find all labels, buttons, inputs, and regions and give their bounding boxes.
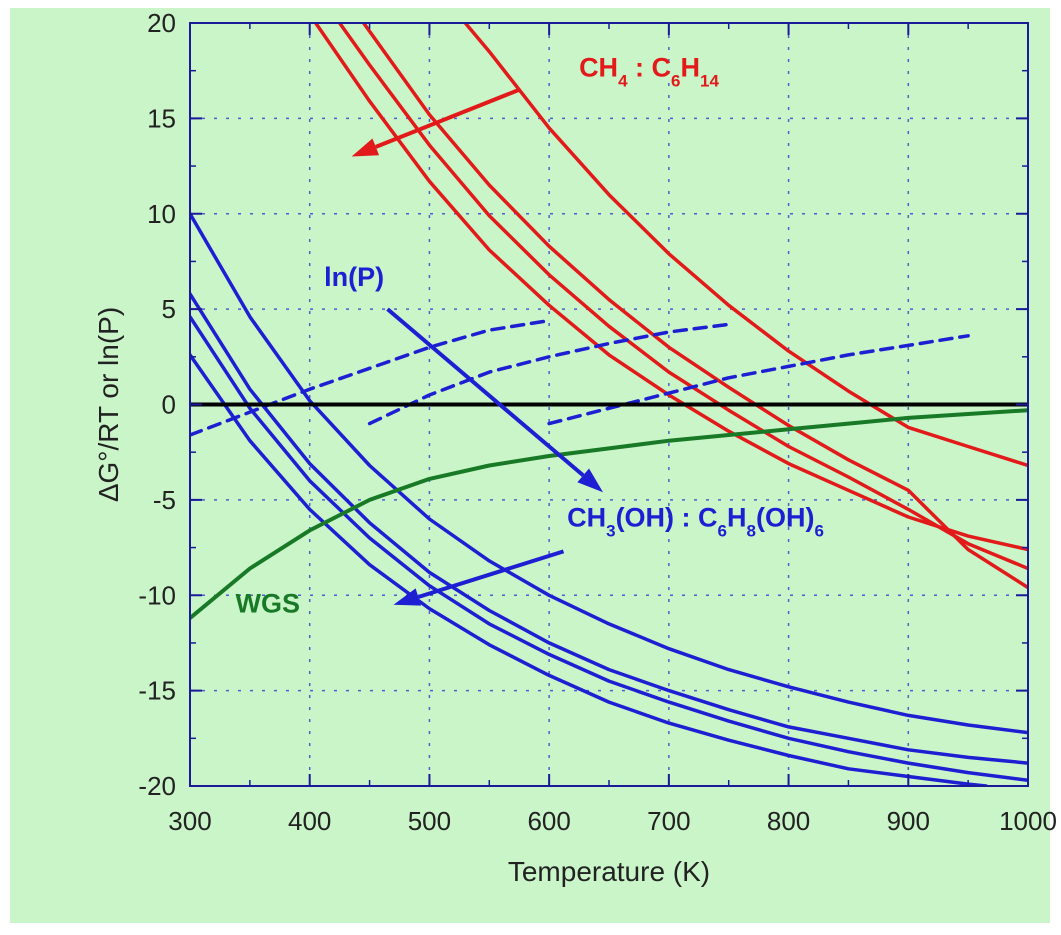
series-line-red-3 [463, 23, 1028, 468]
y-tick-label: 15 [147, 103, 176, 133]
x-tick-label: 300 [168, 806, 211, 836]
x-axis-title: Temperature (K) [508, 856, 710, 887]
annotation-subscript: 6 [671, 71, 680, 90]
annotation-text: H [681, 52, 701, 82]
annotation-text: (OH) : C [616, 503, 718, 533]
annotation-arrow-head [393, 588, 422, 606]
y-axis-title: ΔG°/RT or ln(P) [93, 307, 124, 502]
series-line-blue-4 [190, 212, 1028, 735]
x-tick-label: 1000 [999, 806, 1057, 836]
series-line-green-11 [190, 408, 1028, 621]
annotation-subscript: 3 [606, 522, 615, 541]
x-tick-label: 800 [767, 806, 810, 836]
annotation-arrow-line [375, 87, 520, 149]
x-tick-label: 500 [408, 806, 451, 836]
series-line-red-2 [361, 23, 1028, 590]
y-tick-label: 0 [162, 390, 176, 420]
y-tick-label: 5 [162, 294, 176, 324]
annotation-subscript: 4 [618, 71, 628, 90]
data-series [190, 23, 1028, 786]
series-line-blue-7 [190, 353, 988, 786]
y-tick-label: 10 [147, 199, 176, 229]
annotation-arrow-line [417, 549, 565, 599]
annotation-arrows [351, 87, 604, 606]
y-tick-label: -20 [138, 771, 176, 801]
axis-ticks: 300 400 500 600 700 800 900 1000 20 15 10 5 0 -5 -10 -1… [138, 8, 1057, 836]
annotation-text: H [727, 503, 747, 533]
x-tick-label: 900 [887, 806, 930, 836]
annotation-text: CH [579, 52, 618, 82]
annotation-arrow-head [577, 468, 604, 493]
curve-annotation: CH3(OH) : C6H8(OH)6 [567, 503, 824, 541]
y-tick-label: -10 [138, 580, 176, 610]
annotation-subscript: 6 [814, 522, 823, 541]
curve-annotation: WGS [235, 588, 300, 618]
annotation-arrow-head [351, 138, 380, 157]
annotation-text: (OH) [756, 503, 814, 533]
annotation-text: WGS [235, 588, 300, 618]
annotation-subscript: 8 [747, 522, 756, 541]
series-line-blue-dashed-8 [190, 318, 551, 437]
series-line-red-1 [337, 23, 1028, 571]
curve-annotation: CH4 : C6H14 [579, 52, 719, 90]
annotation-subscript: 14 [700, 71, 719, 90]
annotation-arrow-line [386, 307, 585, 477]
series-line-blue-6 [190, 315, 1028, 783]
chart-background [10, 8, 1050, 923]
annotation-text: ln(P) [324, 262, 384, 292]
x-tick-label: 700 [647, 806, 690, 836]
annotation-subscript: 6 [718, 522, 727, 541]
y-tick-label: -5 [153, 485, 176, 515]
series-line-blue-dashed-9 [367, 322, 731, 426]
series-line-red-0 [313, 23, 1028, 552]
x-tick-label: 400 [288, 806, 331, 836]
annotation-text: : C [628, 52, 672, 82]
curve-annotation: ln(P) [324, 262, 384, 292]
x-tick-label: 600 [527, 806, 570, 836]
annotation-text: CH [567, 503, 606, 533]
y-tick-label: -15 [138, 676, 176, 706]
y-tick-label: 20 [147, 8, 176, 38]
series-line-blue-5 [190, 292, 1028, 765]
